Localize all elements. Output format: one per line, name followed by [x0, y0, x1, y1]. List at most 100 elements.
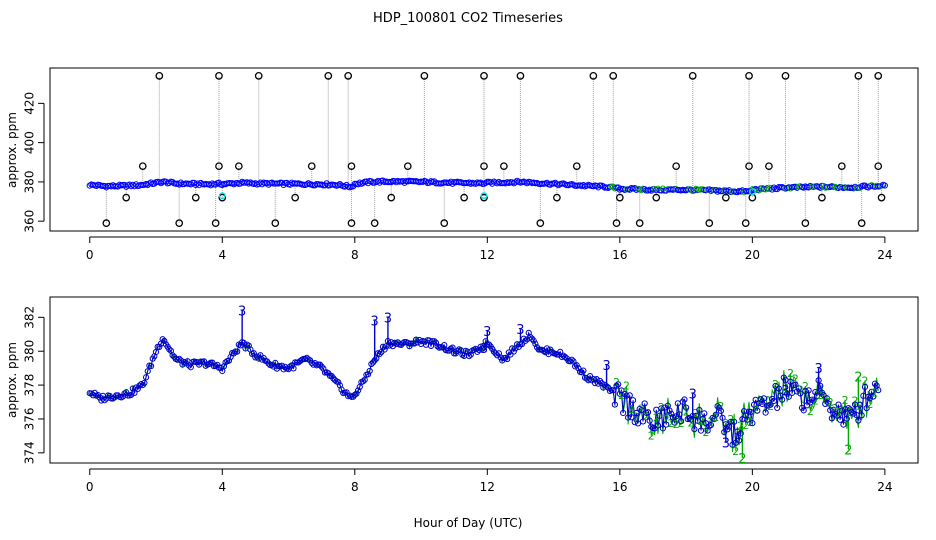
top-x-tick-label: 24	[877, 248, 892, 262]
series-3-point	[159, 336, 166, 343]
series-3-point	[866, 395, 874, 402]
series-3-point	[629, 397, 637, 404]
series-3-point	[717, 407, 724, 415]
series-3-point	[181, 359, 188, 366]
bottom-y-tick-label: 378	[23, 374, 37, 397]
bottom-panel-frame	[49, 296, 919, 464]
spike-label: 2	[738, 452, 746, 467]
bottom-x-tick-label: 0	[86, 480, 94, 494]
series-2-marker: 2	[807, 405, 814, 418]
top-low-spike-point	[741, 219, 750, 227]
series-3-point	[527, 334, 534, 341]
series-3-point	[856, 401, 864, 408]
top-low-spike-point	[721, 193, 730, 202]
series-3-point	[805, 387, 812, 394]
series-3-point	[848, 408, 855, 416]
x-axis-label: Hour of Day (UTC)	[414, 516, 523, 530]
series-3-point	[575, 365, 582, 372]
series-3-point	[737, 430, 744, 437]
series-2-marker: 2	[648, 430, 655, 443]
series-3-point	[485, 341, 493, 348]
series-3-point	[272, 359, 279, 366]
series-3-point	[678, 418, 685, 425]
series-3-point	[568, 356, 575, 363]
spike-label: 3	[689, 388, 697, 403]
series-3-point	[668, 410, 675, 417]
top-baseline-point	[305, 180, 312, 187]
series-2-marker: 2	[822, 392, 829, 405]
series-3-point	[502, 354, 509, 361]
series-3-point	[186, 362, 193, 369]
top-high-spike-point	[781, 72, 790, 80]
series-3-point	[628, 414, 635, 421]
series-2-marker: 2	[797, 383, 804, 396]
top-mid-spike-point	[500, 162, 508, 171]
series-2-marker: 2	[737, 420, 744, 433]
series-3-point	[825, 400, 832, 407]
series-3-point	[817, 382, 824, 389]
series-3-point	[802, 387, 809, 395]
series-3-point	[792, 381, 799, 388]
series-3-point	[359, 378, 367, 385]
series-3-point	[209, 359, 216, 366]
series-2-marker: 2	[747, 416, 754, 429]
bottom-y-tick-label: 374	[23, 441, 37, 464]
top-high-spike-point	[324, 72, 333, 80]
series-3-point	[712, 411, 720, 418]
series-3-point	[845, 405, 852, 412]
series-2-marker: 2	[817, 389, 824, 402]
bottom-points: 2222222222222222222222222222222222222222…	[86, 305, 882, 467]
series-3-point	[770, 397, 777, 405]
series-3-point	[368, 360, 375, 368]
series-3-point	[522, 337, 529, 344]
series-3-point	[386, 342, 393, 349]
series-3-point	[240, 339, 247, 346]
top-high-spike-point	[688, 72, 697, 80]
series-3-point	[838, 407, 845, 414]
top-x-tick-label: 8	[351, 248, 359, 262]
series-3-point	[590, 376, 597, 383]
series-2-marker: 2	[618, 389, 625, 402]
series-3-point	[779, 396, 786, 403]
top-mid-spike-point	[837, 162, 846, 171]
series-3-point	[691, 426, 698, 433]
series-2-marker: 2	[707, 415, 714, 428]
series-2-marker: 2	[638, 403, 645, 416]
top-low-spike-point	[818, 193, 826, 202]
series-3-point	[689, 412, 696, 420]
series-2-marker: 2	[792, 372, 799, 385]
bottom-x-axis: 0 4 8 12 16 20 24	[86, 468, 893, 494]
top-mid-spike-point	[480, 162, 488, 171]
top-low-spike-point	[175, 219, 184, 227]
series-3-point	[245, 342, 252, 349]
series-3-point	[355, 387, 362, 394]
series-2-marker: 2	[767, 400, 774, 413]
top-y-tick-label: 400	[23, 131, 37, 154]
series-3-point	[350, 393, 357, 400]
series-3-point	[699, 415, 706, 423]
series-3-point	[767, 401, 774, 408]
top-low-spike-point	[615, 193, 624, 202]
series-2-marker: 2	[802, 380, 809, 393]
series-3-point	[716, 404, 723, 411]
spike-label: 3	[483, 325, 491, 340]
series-3-point	[871, 380, 879, 387]
top-y-tick-label: 360	[23, 210, 37, 233]
series-3-point	[234, 348, 241, 355]
bottom-y-tick-label: 382	[23, 306, 37, 329]
spike-label: 3	[814, 362, 822, 377]
series-3-point	[528, 335, 536, 342]
series-3-point	[863, 405, 870, 412]
bottom-y-tick-label: 380	[23, 340, 37, 363]
bottom-x-tick-label: 12	[480, 480, 495, 494]
top-high-spike-point	[854, 72, 863, 80]
series-3-point	[134, 385, 141, 393]
series-3-point	[727, 418, 734, 425]
series-3-point	[591, 379, 599, 387]
series-3-point	[833, 412, 840, 419]
series-3-point	[512, 345, 519, 352]
series-3-point	[810, 397, 817, 404]
series-3-point	[644, 409, 652, 416]
series-3-point	[509, 345, 516, 352]
